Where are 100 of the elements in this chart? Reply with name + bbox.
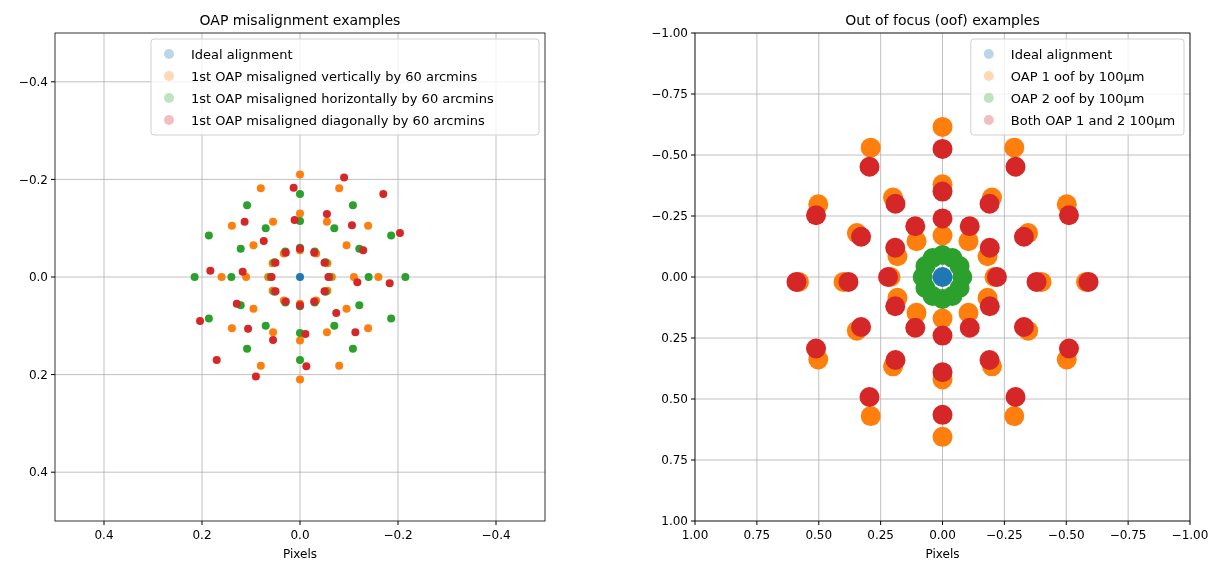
point [932,308,953,329]
point [335,184,344,193]
point [256,184,265,193]
y-tick-label: −0.4 [18,75,48,89]
point [979,237,1000,258]
point [296,209,304,218]
point [204,231,213,240]
point [979,296,1000,317]
point [322,217,331,226]
point [236,244,245,253]
point [859,387,880,408]
point [296,273,304,281]
point [851,317,872,338]
point [932,225,953,246]
x-tick-label: −0.2 [383,528,413,542]
y-tick-label: 0.75 [661,453,688,468]
point [885,296,906,317]
point [269,328,278,337]
point [296,355,304,364]
y-tick-label: 0.2 [28,367,48,382]
point [932,404,953,425]
point [959,317,980,338]
x-tick-label: −0.75 [1109,528,1147,542]
x-tick-label: 0.50 [805,528,833,542]
point [1013,317,1034,338]
point [204,314,213,323]
point [322,210,331,219]
point [232,299,241,308]
point [885,237,906,258]
point [1026,271,1047,292]
point [348,201,357,210]
point [269,217,278,226]
x-tick-label: 0.25 [867,528,894,542]
x-tick-label: −0.50 [1047,528,1085,542]
point [932,116,953,137]
x-tick-label: 0.00 [929,528,956,542]
legend-label: OAP 1 oof by 100µm [1010,68,1145,84]
point [296,336,304,345]
legend-label: Both OAP 1 and 2 100µm [1010,112,1176,128]
point [401,273,410,281]
chart-title: OAP misalignment examples [199,12,401,28]
x-tick-label: −0.4 [481,528,511,542]
point [385,279,394,288]
x-tick-label: 0.2 [192,528,212,542]
y-tick-label: −0.2 [18,172,48,187]
y-tick-label: −0.25 [651,209,688,224]
point [351,328,360,337]
point [387,314,396,323]
point [379,190,388,199]
point [249,304,258,313]
point [206,266,215,275]
x-tick-label: 0.75 [743,528,771,542]
point [227,273,236,281]
point [348,344,357,353]
point [364,324,373,333]
point [915,256,936,277]
point [243,344,252,353]
point [885,349,906,370]
point [885,193,906,214]
point [244,324,253,333]
point [1058,338,1079,359]
point [196,316,205,325]
point [932,181,953,202]
point [301,330,310,339]
point [190,273,199,281]
x-tick-label: 1.00 [681,528,709,542]
x-tick-label: −1.00 [1171,528,1209,542]
y-tick-label: 0.00 [661,270,688,285]
point [932,208,953,229]
point [932,426,953,447]
x-axis-title: Pixels [925,547,960,561]
x-tick-label: −0.25 [985,528,1023,542]
point [296,170,304,179]
point [364,273,373,281]
point [932,325,953,346]
point [359,246,368,255]
point [979,193,1000,214]
point [251,372,260,381]
legend-label: Ideal alignment [1010,46,1113,62]
point [238,267,247,276]
point [249,241,258,250]
point [289,183,298,192]
chart-title: Out of focus (oof) examples [845,12,1040,28]
y-tick-label: −1.00 [651,26,688,41]
point [806,205,827,226]
point [227,324,236,333]
point [979,349,1000,370]
point [1004,406,1025,427]
point [296,190,304,199]
point [240,217,249,226]
point [932,138,953,159]
point [342,304,351,313]
point [355,301,364,310]
point [296,375,304,384]
point [302,362,311,371]
legend-label: 1st OAP misaligned vertically by 60 arcmins [191,68,478,84]
point [374,273,383,281]
point [330,224,339,233]
point [387,231,396,240]
point [932,267,953,287]
